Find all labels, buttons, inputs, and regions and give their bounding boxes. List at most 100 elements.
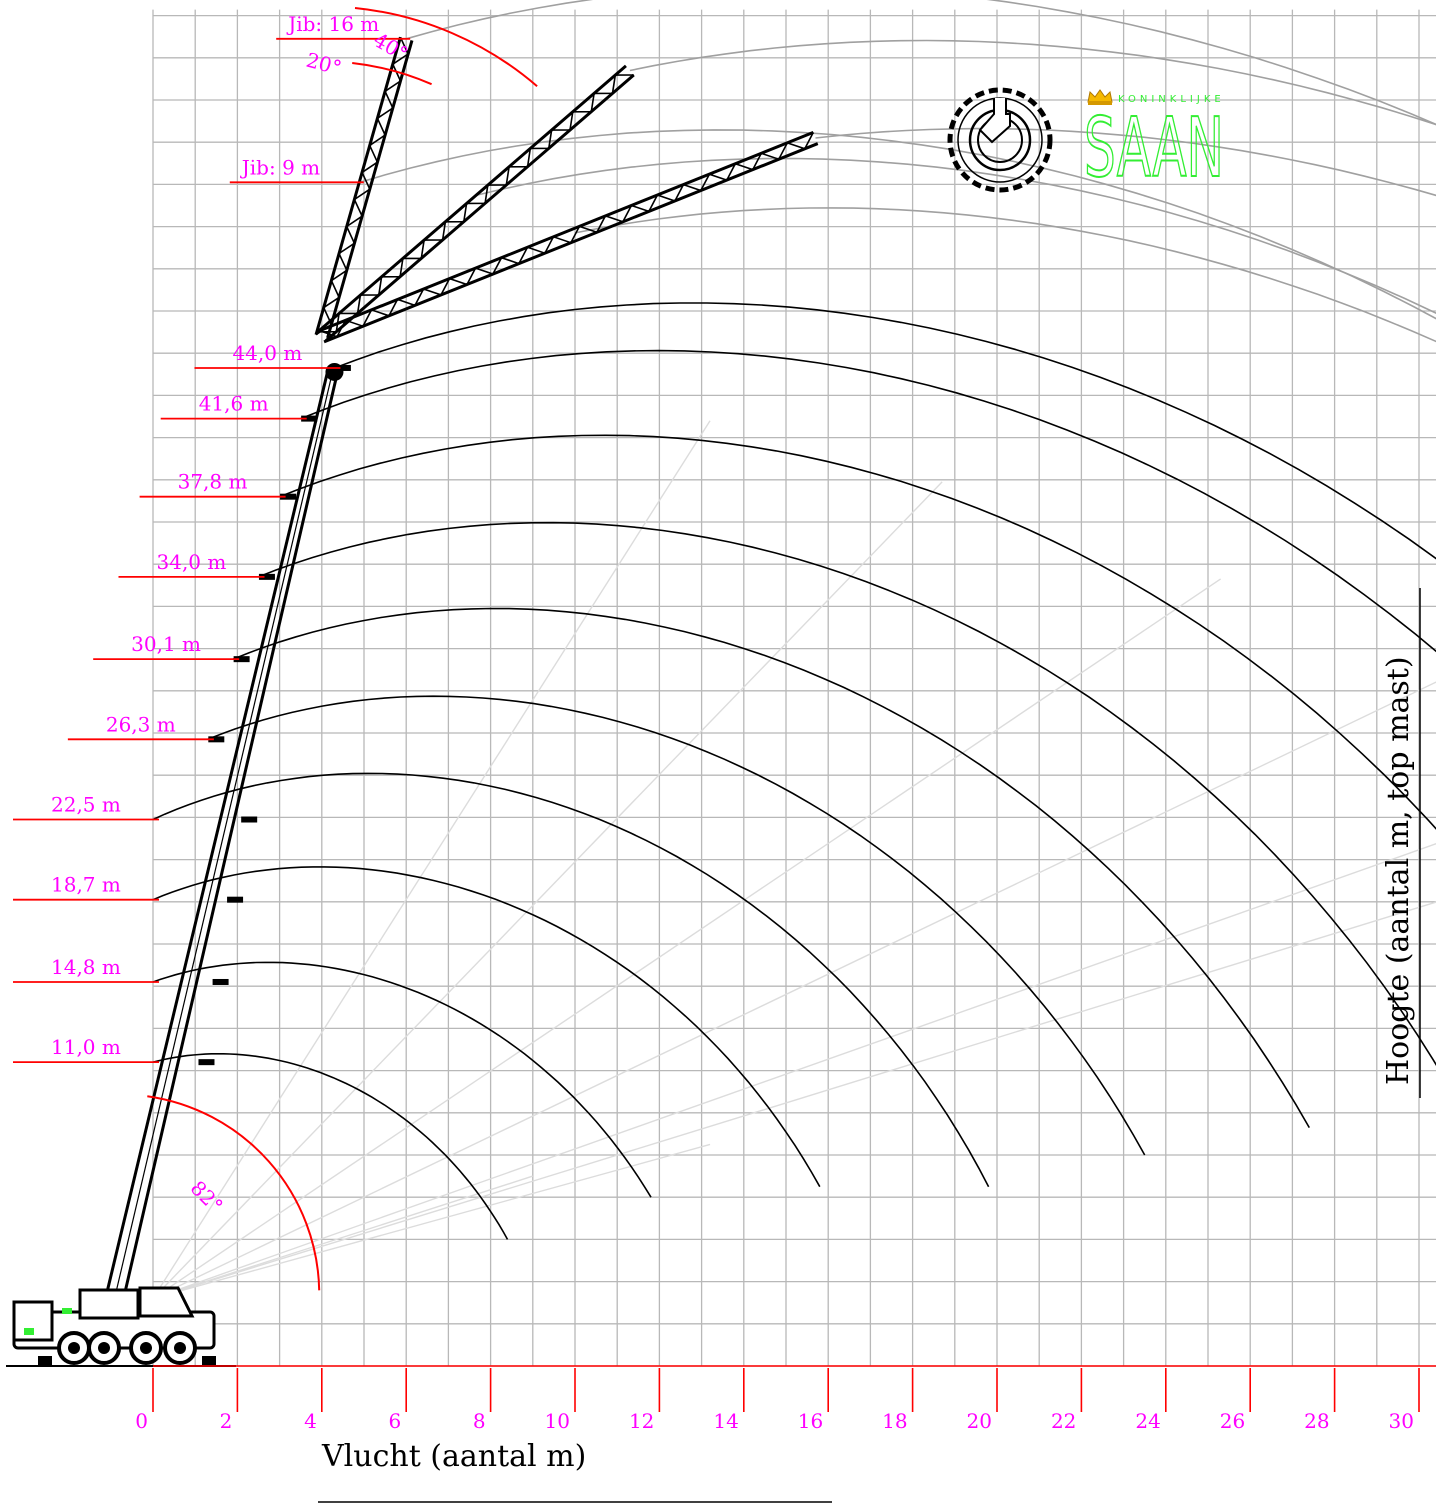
crane-cab: [78, 1288, 140, 1320]
status-light: [62, 1308, 72, 1314]
radius-curve: [207, 695, 1146, 1156]
boom-center: [115, 367, 335, 1293]
boom-section-joint: [301, 415, 318, 422]
boom-chord: [105, 367, 330, 1293]
axes: 0246810121416182022242628303234363840424…: [135, 1365, 1436, 1433]
angle-ray: [152, 843, 1436, 1300]
jib-20-label: 20°: [304, 48, 344, 80]
outrigger-pad: [202, 1356, 216, 1366]
jib-radius-curve: [405, 0, 1436, 126]
x-tick-label: 12: [629, 1409, 654, 1433]
angle-ray: [152, 1143, 711, 1300]
boom-length-label: 18,7 m: [51, 873, 121, 897]
x-tick-label: 14: [713, 1409, 738, 1433]
x-tick-label: 6: [388, 1409, 401, 1433]
radius-curve: [334, 302, 1436, 560]
jib-20-arc: [352, 62, 432, 86]
x-tick-label: 30: [1389, 1409, 1414, 1433]
hook-symbol-icon: [947, 87, 1053, 193]
jib-radius-curve: [574, 207, 1436, 343]
angle-rays: [152, 420, 1436, 1300]
jib-lacing: [317, 74, 634, 333]
radius-curve: [258, 521, 1436, 1067]
boom-length-label: 14,8 m: [51, 955, 121, 979]
crown-icon: [1087, 89, 1113, 105]
boom-length-label: 11,0 m: [51, 1035, 121, 1059]
x-tick-label: 16: [798, 1409, 823, 1433]
jib-chord: [319, 131, 814, 333]
angle-ray: [152, 1175, 534, 1300]
jib-length-label: Jib: 9 m: [240, 155, 320, 179]
boom-section-joint: [241, 816, 258, 823]
x-tick-label: 4: [304, 1409, 317, 1433]
boom-head: [325, 362, 344, 381]
angle-ray: [152, 681, 1436, 1300]
boom-labels: 11,0 m 14,8 m 18,7 m 22,5 m 26,3 m 30,1 m 34,0…: [13, 12, 411, 1064]
x-tick-label: 2: [220, 1409, 233, 1433]
angle-arcs: [147, 7, 538, 1291]
saan-logo: KONINKLIJKE SAAN: [1083, 89, 1225, 197]
boom-section-joint: [212, 978, 229, 985]
outrigger-pad: [38, 1356, 52, 1366]
boom-length-label: 37,8 m: [178, 470, 248, 494]
angle-ray: [152, 420, 711, 1299]
boom-section-joint: [334, 364, 351, 371]
crane-drawing: [6, 36, 819, 1367]
boom-chord: [123, 367, 340, 1293]
jib-radius-curve: [629, 39, 1436, 126]
jib-40-arc: [354, 7, 538, 87]
boom-length-label: 30,1 m: [131, 632, 201, 656]
jib-chord: [314, 36, 402, 336]
logo-small-text: KONINKLIJKE: [1118, 94, 1225, 105]
wheel-hub: [174, 1342, 186, 1354]
boom-angle-arc: [147, 1095, 321, 1291]
radius-curves: [152, 0, 1436, 1240]
wheel-hub: [68, 1342, 80, 1354]
x-tick-label: 22: [1051, 1409, 1076, 1433]
boom-length-label: 34,0 m: [157, 550, 227, 574]
radius-curve: [152, 961, 652, 1198]
x-tick-label: 0: [135, 1409, 148, 1433]
boom-length-label: 26,3 m: [106, 712, 176, 736]
wheel-hub: [98, 1342, 110, 1354]
x-tick-label: 18: [882, 1409, 907, 1433]
x-tick-label: 26: [1220, 1409, 1245, 1433]
x-tick-label: 8: [473, 1409, 486, 1433]
radius-curve: [152, 772, 990, 1188]
grid: [152, 9, 1436, 1367]
boom-section-joint: [227, 896, 244, 903]
radius-curve: [300, 349, 1436, 653]
radius-curve: [152, 1053, 509, 1240]
boom-length-label: 22,5 m: [51, 793, 121, 817]
boom-section-joint: [208, 736, 225, 743]
jib-radius-curve: [359, 129, 1436, 320]
x-tick-label: 28: [1304, 1409, 1329, 1433]
x-tick-label: 10: [545, 1409, 570, 1433]
truck-cab: [138, 1286, 195, 1318]
status-light: [24, 1328, 34, 1335]
y-axis-title: Hoogte (aantal m, top mast): [1381, 656, 1416, 1085]
angle-ray: [152, 578, 1222, 1300]
radius-curve: [232, 607, 1310, 1129]
logo-big-text: SAAN: [1084, 101, 1224, 196]
jib-radius-curve: [477, 157, 1436, 315]
jib-radius-curve: [815, 127, 1436, 197]
jib-length-label: Jib: 16 m: [286, 12, 379, 36]
jib-lacing: [315, 36, 410, 336]
radius-curve: [279, 434, 1436, 830]
jib-chord: [324, 73, 635, 342]
boom-section-joint: [258, 573, 275, 580]
jib-lacing: [319, 132, 815, 338]
x-tick-label: 24: [1135, 1409, 1160, 1433]
x-tick-label: 20: [967, 1409, 992, 1433]
boom-angle-label: 82°: [186, 1176, 228, 1218]
boom-section-joint: [280, 493, 297, 500]
angle-ray: [152, 901, 1436, 1300]
boom-length-label: 41,6 m: [199, 392, 269, 416]
boom-length-label: 44,0 m: [232, 341, 302, 365]
radius-curve: [152, 866, 821, 1188]
jib-chord: [316, 64, 627, 333]
x-axis-title: Vlucht (aantal m): [321, 1439, 586, 1474]
boom-section-joint: [233, 656, 250, 663]
